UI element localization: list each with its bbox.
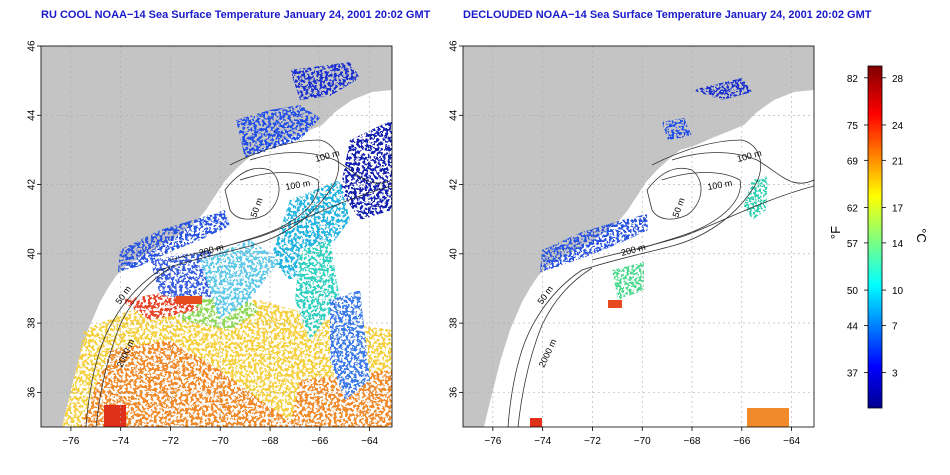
temperature-colorbar: 82 28 75 24 69 21 62 17 57 14 50 10 44 7 37 3	[847, 65, 904, 409]
map-frame	[462, 45, 815, 428]
contour-label: 100 m	[285, 178, 311, 192]
declouded-sst-map: −76 −74 −72 −70 −68 −66 −64 36 38 40 42 44 46 100 m…	[449, 40, 815, 447]
y-tick-label: 46	[449, 40, 460, 52]
x-tick-label: −74	[112, 436, 129, 447]
bathymetry-contours	[85, 139, 392, 427]
celsius-tick-label: 24	[892, 121, 904, 132]
x-tick-label: −72	[584, 436, 601, 447]
map-plot-area	[463, 46, 814, 427]
x-tick-label: −68	[684, 436, 701, 447]
celsius-tick-label: 10	[892, 286, 904, 297]
y-tick-label: 46	[27, 40, 38, 52]
celsius-tick-label: 21	[892, 156, 904, 167]
y-tick-label: 40	[449, 248, 460, 260]
fahrenheit-tick-label: 62	[847, 204, 859, 215]
colorbar-gradient	[867, 65, 883, 409]
fahrenheit-tick-label: 69	[847, 156, 859, 167]
y-tick-label: 42	[27, 179, 38, 191]
celsius-tick-label: 3	[892, 369, 898, 380]
warm-eddy	[176, 296, 202, 304]
x-tick-label: −66	[311, 436, 328, 447]
shelf-cold-water	[540, 78, 768, 300]
fahrenheit-tick-label: 44	[847, 321, 859, 332]
x-tick-label: −64	[783, 436, 800, 447]
fahrenheit-tick-label: 75	[847, 121, 859, 132]
raw-sst-map: −76 −74 −72 −70 −68 −66 −64 36 38 40 42 44 46 100 m…	[27, 40, 393, 447]
celsius-tick-label: 28	[892, 74, 904, 85]
land-mass	[41, 46, 392, 427]
map-plot-area	[41, 46, 392, 427]
x-tick-label: −72	[162, 436, 179, 447]
x-tick-label: −64	[361, 436, 378, 447]
x-tick-label: −76	[484, 436, 501, 447]
y-tick-label: 40	[27, 248, 38, 260]
y-tick-label: 38	[449, 317, 460, 329]
x-tick-label: −76	[62, 436, 79, 447]
fahrenheit-unit: °F	[828, 225, 844, 240]
hot-spot-south	[530, 418, 542, 427]
y-tick-label: 38	[27, 317, 38, 329]
fahrenheit-tick-label: 82	[847, 74, 859, 85]
celsius-tick-label: 14	[892, 239, 904, 250]
shelf-cold-water	[118, 62, 392, 400]
warm-eddy	[608, 300, 622, 308]
y-tick-label: 44	[449, 109, 460, 121]
x-tick-label: −70	[212, 436, 229, 447]
celsius-tick-label: 17	[892, 204, 904, 215]
celsius-unit: °C	[913, 228, 929, 243]
map-frame	[40, 45, 393, 428]
left-map-title: RU COOL NOAA−14 Sea Surface Temperature …	[41, 9, 431, 21]
contour-label: 100 m	[707, 178, 733, 192]
fahrenheit-tick-label: 57	[847, 239, 859, 250]
x-tick-label: −74	[534, 436, 551, 447]
y-tick-label: 42	[449, 179, 460, 191]
hot-spot-south	[104, 405, 126, 427]
celsius-tick-label: 7	[892, 321, 898, 332]
fahrenheit-tick-label: 50	[847, 286, 859, 297]
graticule	[41, 46, 392, 427]
right-map-title: DECLOUDED NOAA−14 Sea Surface Temperatur…	[463, 9, 872, 21]
graticule	[463, 46, 814, 427]
y-tick-label: 36	[449, 386, 460, 398]
warm-patch-south	[747, 408, 789, 427]
y-tick-label: 36	[27, 386, 38, 398]
x-tick-label: −68	[262, 436, 279, 447]
x-tick-label: −66	[733, 436, 750, 447]
y-tick-label: 44	[27, 109, 38, 121]
land-mass	[463, 46, 814, 427]
x-tick-label: −70	[634, 436, 651, 447]
bathymetry-contours	[507, 139, 814, 427]
warm-water-south	[62, 290, 392, 427]
fahrenheit-tick-label: 37	[847, 369, 859, 380]
